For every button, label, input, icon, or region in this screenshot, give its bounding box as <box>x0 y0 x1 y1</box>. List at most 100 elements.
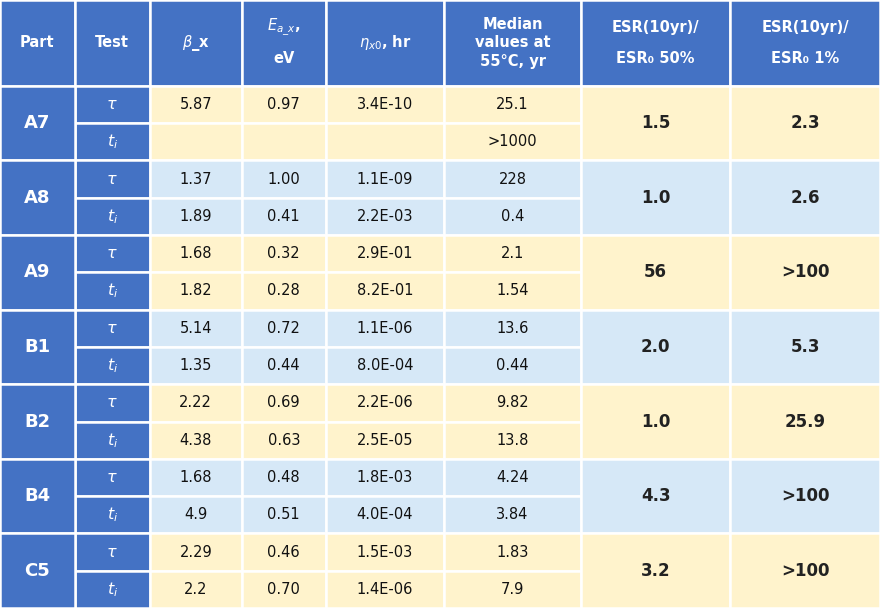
Bar <box>75 198 150 235</box>
Text: $\tau$: $\tau$ <box>106 470 118 485</box>
Text: 5.3: 5.3 <box>790 338 820 356</box>
Text: Test: Test <box>95 35 129 50</box>
Bar <box>150 272 242 309</box>
Bar <box>150 347 242 384</box>
Bar <box>326 533 444 571</box>
Text: $\tau$: $\tau$ <box>106 321 118 336</box>
Bar <box>242 86 326 123</box>
Text: 228: 228 <box>499 171 526 187</box>
Text: $t_i$: $t_i$ <box>106 282 118 300</box>
Bar <box>0 235 75 309</box>
Bar <box>0 309 75 384</box>
Text: 3.4E-10: 3.4E-10 <box>357 97 413 112</box>
Text: 1.5: 1.5 <box>641 114 671 132</box>
Bar <box>75 347 150 384</box>
Bar <box>444 0 581 86</box>
Text: 0.48: 0.48 <box>268 470 300 485</box>
Text: 0.28: 0.28 <box>268 283 300 299</box>
Bar <box>581 0 730 86</box>
Bar <box>326 161 444 198</box>
Text: $t_i$: $t_i$ <box>106 431 118 449</box>
Text: 0.44: 0.44 <box>496 358 529 373</box>
Bar <box>242 123 326 161</box>
Bar <box>581 309 730 384</box>
Bar <box>326 496 444 533</box>
Text: B1: B1 <box>25 338 50 356</box>
Text: 0.41: 0.41 <box>268 209 300 224</box>
Bar <box>730 235 880 309</box>
Bar <box>730 86 880 161</box>
Text: eV: eV <box>273 51 295 66</box>
Text: $t_i$: $t_i$ <box>106 207 118 226</box>
Text: values at: values at <box>475 35 550 50</box>
Bar <box>730 0 880 86</box>
Bar <box>150 421 242 459</box>
Text: 0.32: 0.32 <box>268 246 300 261</box>
Text: ESR(10yr)/: ESR(10yr)/ <box>761 20 849 35</box>
Bar <box>242 161 326 198</box>
Text: ESR₀ 1%: ESR₀ 1% <box>771 51 840 66</box>
Text: Part: Part <box>20 35 55 50</box>
Bar <box>150 123 242 161</box>
Text: 3.84: 3.84 <box>496 507 529 522</box>
Bar <box>730 384 880 459</box>
Text: $\tau$: $\tau$ <box>106 246 118 261</box>
Bar <box>326 198 444 235</box>
Bar <box>444 347 581 384</box>
Text: >100: >100 <box>781 263 830 282</box>
Text: 4.9: 4.9 <box>184 507 208 522</box>
Bar <box>326 421 444 459</box>
Bar <box>150 235 242 272</box>
Text: 2.2E-03: 2.2E-03 <box>356 209 414 224</box>
Text: 2.2: 2.2 <box>184 582 208 597</box>
Bar <box>75 384 150 421</box>
Text: >1000: >1000 <box>488 134 538 150</box>
Text: 0.51: 0.51 <box>268 507 300 522</box>
Text: 8.0E-04: 8.0E-04 <box>356 358 414 373</box>
Text: 4.24: 4.24 <box>496 470 529 485</box>
Bar <box>444 533 581 571</box>
Bar <box>326 86 444 123</box>
Text: $\tau$: $\tau$ <box>106 171 118 187</box>
Text: 5.14: 5.14 <box>180 321 212 336</box>
Text: A8: A8 <box>24 188 51 207</box>
Text: 1.68: 1.68 <box>180 470 212 485</box>
Text: >100: >100 <box>781 487 830 505</box>
Bar <box>444 86 581 123</box>
Text: ESR(10yr)/: ESR(10yr)/ <box>612 20 700 35</box>
Bar <box>242 459 326 496</box>
Bar <box>444 309 581 347</box>
Text: ESR₀ 50%: ESR₀ 50% <box>616 51 695 66</box>
Text: $t_i$: $t_i$ <box>106 133 118 151</box>
Text: 1.35: 1.35 <box>180 358 212 373</box>
Text: 0.4: 0.4 <box>501 209 524 224</box>
Text: 1.00: 1.00 <box>268 171 300 187</box>
Bar <box>0 533 75 608</box>
Text: 1.0: 1.0 <box>641 188 671 207</box>
Bar <box>444 161 581 198</box>
Bar <box>326 347 444 384</box>
Text: 2.6: 2.6 <box>790 188 820 207</box>
Bar <box>150 0 242 86</box>
Bar <box>75 496 150 533</box>
Text: $\it{\beta}$_x: $\it{\beta}$_x <box>182 33 209 53</box>
Bar <box>242 421 326 459</box>
Bar <box>581 533 730 608</box>
Text: 56: 56 <box>644 263 667 282</box>
Text: 1.0: 1.0 <box>641 412 671 430</box>
Text: $\tau$: $\tau$ <box>106 545 118 559</box>
Bar <box>75 309 150 347</box>
Text: 4.38: 4.38 <box>180 433 212 447</box>
Text: 2.29: 2.29 <box>180 545 212 559</box>
Text: 1.54: 1.54 <box>496 283 529 299</box>
Text: 1.89: 1.89 <box>180 209 212 224</box>
Text: 0.63: 0.63 <box>268 433 300 447</box>
Bar <box>75 235 150 272</box>
Text: 1.37: 1.37 <box>180 171 212 187</box>
Text: 0.46: 0.46 <box>268 545 300 559</box>
Text: 2.5E-05: 2.5E-05 <box>356 433 414 447</box>
Bar <box>150 86 242 123</box>
Text: 13.6: 13.6 <box>496 321 529 336</box>
Text: 1.4E-06: 1.4E-06 <box>356 582 414 597</box>
Bar <box>326 384 444 421</box>
